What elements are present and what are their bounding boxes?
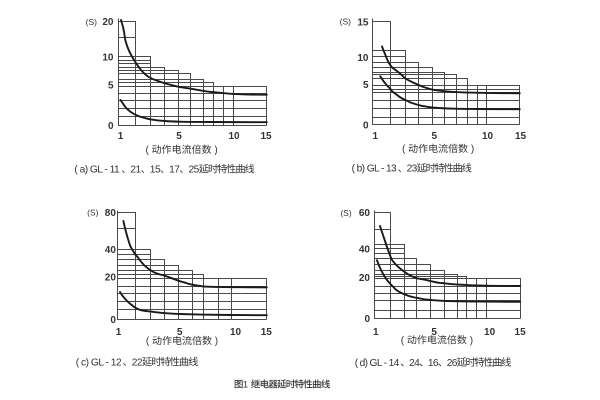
svg-text:(: ( — [146, 336, 150, 347]
svg-text:10: 10 — [357, 53, 369, 64]
svg-text:10: 10 — [230, 327, 242, 338]
svg-text:1: 1 — [243, 380, 248, 391]
svg-text:20: 20 — [105, 272, 117, 283]
svg-text:(S): (S) — [86, 17, 98, 27]
svg-text:( a) GL - 11: ( a) GL - 11 — [74, 165, 120, 176]
svg-text:22: 22 — [132, 357, 143, 368]
svg-text:80: 80 — [105, 208, 117, 219]
svg-text:15: 15 — [150, 165, 161, 176]
svg-text:1: 1 — [116, 327, 122, 338]
svg-text:25: 25 — [189, 165, 200, 176]
svg-text:15: 15 — [515, 131, 527, 142]
svg-text:(S): (S) — [340, 17, 352, 27]
svg-text:0: 0 — [363, 121, 369, 132]
svg-text:5: 5 — [108, 81, 114, 92]
svg-text:20: 20 — [359, 273, 371, 284]
svg-text:5: 5 — [431, 327, 437, 338]
svg-text:60: 60 — [359, 208, 371, 219]
svg-text:5: 5 — [432, 131, 438, 142]
svg-text:( c) GL - 12: ( c) GL - 12 — [76, 357, 122, 368]
svg-text:(: ( — [401, 335, 405, 346]
svg-text:17: 17 — [169, 165, 180, 176]
svg-text:0: 0 — [110, 315, 116, 326]
svg-text:15: 15 — [515, 327, 527, 338]
svg-text:5: 5 — [363, 80, 369, 91]
svg-text:5: 5 — [176, 131, 182, 142]
svg-text:10: 10 — [484, 327, 496, 338]
svg-text:15: 15 — [261, 327, 273, 338]
svg-text:1: 1 — [373, 327, 379, 338]
svg-text:40: 40 — [105, 245, 117, 256]
svg-text:23: 23 — [407, 164, 418, 175]
svg-text:(S): (S) — [87, 208, 99, 218]
svg-text:1: 1 — [118, 131, 124, 142]
svg-text:( b) GL - 13: ( b) GL - 13 — [352, 164, 397, 175]
svg-text:16: 16 — [428, 358, 439, 369]
svg-text:): ) — [470, 335, 473, 346]
svg-text:(: ( — [146, 145, 150, 156]
svg-text:(S): (S) — [340, 208, 352, 218]
svg-text:26: 26 — [447, 358, 458, 369]
svg-text:): ) — [471, 144, 474, 155]
svg-text:20: 20 — [102, 17, 114, 28]
svg-text:21: 21 — [130, 165, 141, 176]
svg-text:15: 15 — [260, 131, 272, 142]
svg-text:24: 24 — [409, 358, 420, 369]
svg-text:(: ( — [402, 144, 406, 155]
svg-text:0: 0 — [108, 121, 114, 132]
svg-text:1: 1 — [373, 131, 379, 142]
svg-text:10: 10 — [228, 131, 240, 142]
svg-text:): ) — [215, 336, 218, 347]
svg-text:10: 10 — [102, 53, 114, 64]
svg-text:15: 15 — [357, 17, 369, 28]
svg-text:10: 10 — [482, 131, 494, 142]
svg-text:0: 0 — [364, 314, 370, 325]
svg-text:40: 40 — [359, 245, 371, 256]
svg-text:( d) GL - 14: ( d) GL - 14 — [355, 358, 400, 369]
svg-text:5: 5 — [177, 327, 183, 338]
svg-text:): ) — [214, 145, 217, 156]
